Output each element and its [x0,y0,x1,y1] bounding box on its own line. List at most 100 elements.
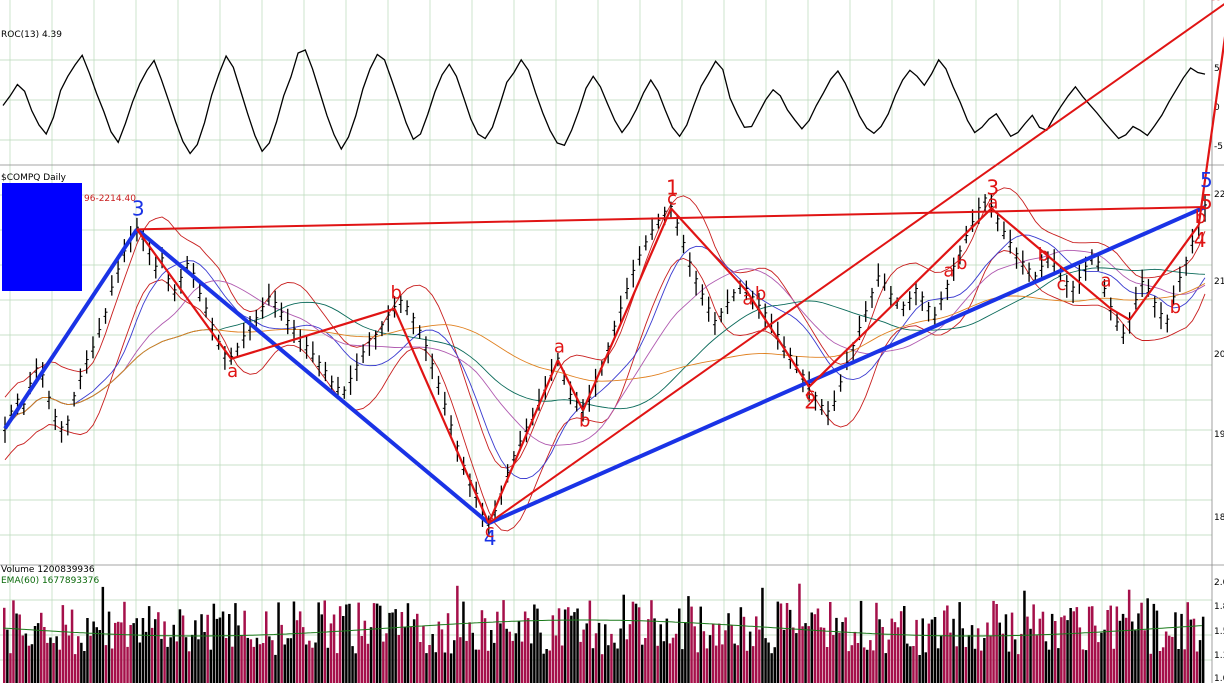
wave-label-minor: a [943,260,954,281]
wave-label-minor: a [987,192,998,213]
roc-tick-label: -5 [1214,142,1223,152]
wave-label-minor: a [1214,0,1224,5]
volume-bar [798,583,801,683]
volume-bar [95,627,98,683]
volume-bar [166,646,169,683]
volume-bar [961,628,964,683]
volume-bar [1180,613,1183,683]
volume-bar [514,633,518,683]
price-bars [3,193,1207,536]
volume-bar [641,644,644,683]
volume-bar [631,601,635,683]
volume-bar [526,618,530,683]
volume-bar [967,635,971,683]
volume-bar [776,601,780,683]
volume-bar [887,639,890,683]
volume-bar [64,624,68,683]
volume-tick-label: 1.3 [1214,651,1224,661]
volume-bar [1010,612,1014,683]
volume-bar [1038,618,1042,683]
volume-bar [212,603,216,683]
volume-bar [761,587,764,683]
volume-bar [545,649,548,683]
volume-bar [295,620,299,683]
volume-bar [505,628,508,683]
volume-bar [138,642,142,683]
volume-bar [884,653,887,683]
volume-bar [43,627,46,683]
volume-bar [33,626,37,683]
volume-bar [443,652,447,683]
volume-bar [801,626,804,683]
volume-legend: Volume 1200839936 [1,565,95,575]
wave-label-red: 2 [804,390,817,414]
volume-bar [1004,614,1008,683]
volume-bar [1097,642,1100,683]
volume-bar [187,651,191,683]
wave-label-minor: b [1195,207,1206,228]
wave-label-minor: c [667,188,677,209]
volume-bar [628,624,632,683]
volume-bar [422,626,425,683]
volume-bar [240,635,243,683]
wave-red-segment [1128,224,1200,321]
volume-bar [197,639,200,683]
channel-lower [488,3,1224,525]
volume-bar [721,644,724,683]
volume-bar [412,619,416,683]
volume-bar [1158,651,1162,683]
volume-bar [693,626,696,683]
volume-bar [30,644,34,683]
volume-bar [1054,621,1057,683]
wave-label-minor: b [579,410,590,431]
volume-bar [890,618,894,683]
volume-bar [659,624,662,683]
volume-bar [875,602,878,683]
volume-bar [1044,641,1048,683]
volume-bar [237,625,240,683]
volume-bar [1007,651,1011,683]
volume-bar [67,635,71,683]
volume-bar [671,637,675,683]
volume-bar [995,604,998,683]
volume-bar [1026,616,1029,683]
volume-bar [1106,610,1109,683]
wave-blue-5 [487,205,1206,526]
wave-red-segment [393,308,490,524]
volume-bar [483,618,487,683]
volume-bar [86,618,89,683]
volume-bar [209,649,212,683]
volume-bar [764,638,767,683]
volume-bar [816,608,820,683]
volume-bar [933,617,937,683]
volume-bar [110,648,114,683]
moving-average-line [4,249,1206,446]
price-tick-label: 20 [1214,350,1224,360]
volume-bar [496,611,499,683]
volume-bar [903,606,906,683]
volume-bar [739,607,743,683]
volume-bar [736,645,739,683]
volume-bar [52,643,55,683]
volume-bar [388,612,391,683]
volume-bar [1047,649,1051,683]
volume-bar [955,646,958,683]
volume-bar [342,616,345,683]
volume-bar [847,651,850,683]
volume-bar [1171,636,1174,683]
volume-bar [363,620,367,683]
volume-bar [992,600,995,683]
volume-bar [711,623,715,683]
volume-bar [456,585,459,683]
volume-bar [308,640,311,683]
volume-bar [1013,639,1017,683]
volume-bar [838,632,841,683]
volume-bar [678,608,681,683]
volume-bar [255,637,259,683]
volume-bar [1075,607,1079,683]
roc-series-line [2,49,1206,155]
volume-bar [853,631,857,683]
volume-bar [748,631,752,683]
volume-bar [283,644,286,683]
